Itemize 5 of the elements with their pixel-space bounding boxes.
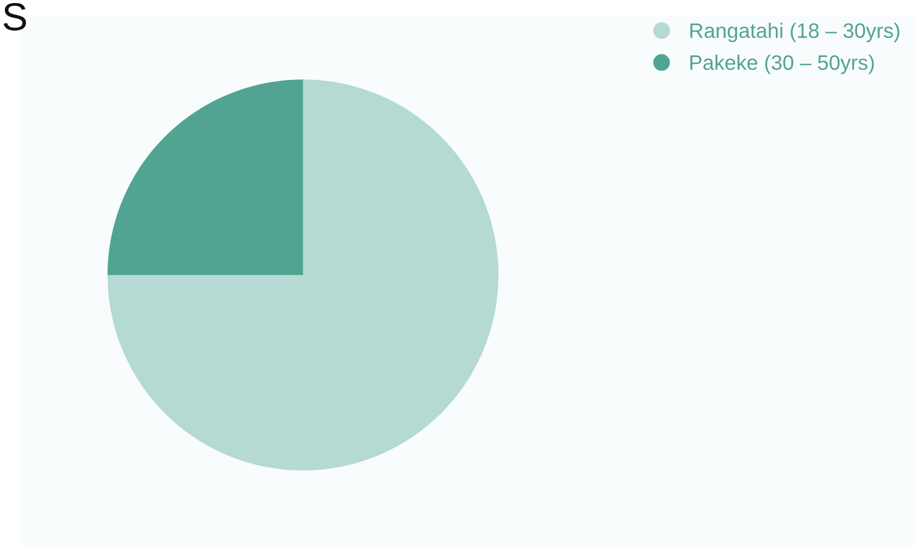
pie-slice xyxy=(108,80,498,470)
text: S xyxy=(4,3,26,31)
pie-slice xyxy=(108,80,303,275)
legend-label: Pakeke (30 – 50yrs) xyxy=(690,54,874,74)
legend-label: Rangatahi (18 – 30yrs) xyxy=(690,22,900,42)
